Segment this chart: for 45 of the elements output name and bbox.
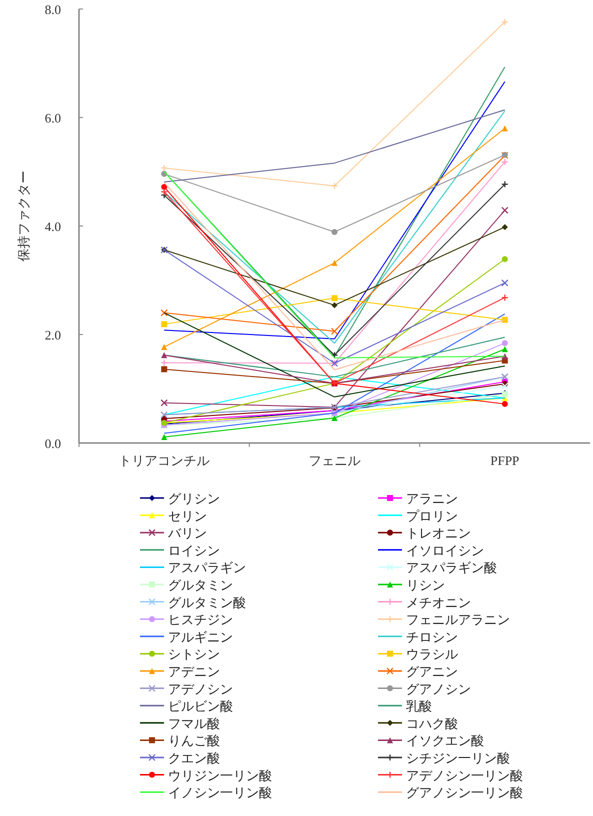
legend-label: ロイシン (168, 542, 220, 558)
legend-label: メチオニン (406, 594, 471, 610)
legend-label: グアニン (406, 664, 458, 679)
legend-label: 乳酸 (406, 698, 432, 714)
legend-label: コハク酸 (406, 716, 458, 731)
y-tick-label: 6.0 (44, 110, 61, 126)
legend-label: グアノシン一リン酸 (406, 785, 523, 800)
legend-label: イソロイシン (406, 542, 484, 558)
legend-label: りんご酸 (168, 733, 220, 748)
legend-label: グルタミン (168, 578, 233, 592)
legend-label: ヒスチジン (168, 612, 233, 628)
legend-label: ウリジン一リン酸 (168, 768, 272, 783)
y-tick-label: 8.0 (44, 2, 61, 17)
legend-label: シチジン一リン酸 (406, 750, 510, 766)
legend-label: プロリン (406, 508, 458, 524)
legend-label: シトシン (168, 646, 220, 662)
legend-label: アルギニン (168, 629, 233, 644)
legend-label: イノシン一リン酸 (168, 785, 272, 800)
legend-label: リシン (406, 578, 445, 592)
legend-label: セリン (168, 508, 207, 524)
legend-label: ピルビン酸 (168, 698, 233, 714)
x-tick-label: フェニル (308, 453, 360, 468)
legend-label: フェニルアラニン (406, 612, 510, 628)
x-tick-label: トリアコンチル (118, 453, 210, 468)
legend-label: グリシン (168, 491, 220, 506)
legend-label: アラニン (406, 491, 458, 506)
legend-label: フマル酸 (168, 716, 220, 731)
legend-label: トレオニン (406, 526, 471, 541)
legend-label: イソクエン酸 (406, 733, 484, 748)
y-tick-label: 2.0 (44, 328, 61, 342)
y-tick-label: 0.0 (44, 436, 61, 451)
legend-label: グアノシン (406, 681, 471, 696)
legend-label: アデノシン (168, 681, 233, 696)
legend-label: クエン酸 (168, 750, 220, 766)
legend-label: グルタミン酸 (168, 594, 246, 610)
y-axis-title: 保持ファクター (16, 170, 31, 262)
legend-label: アスパラギン酸 (406, 560, 497, 576)
legend-label: アデニン (168, 664, 220, 679)
y-tick-label: 4.0 (44, 219, 61, 234)
x-tick-label: PFPP (490, 453, 520, 468)
legend-label: アスパラギン (168, 560, 246, 576)
legend-label: チロシン (406, 629, 458, 644)
legend-label: ウラシル (406, 646, 458, 662)
legend-label: アデノシン一リン酸 (406, 768, 523, 783)
legend-label: バリン (167, 526, 207, 541)
